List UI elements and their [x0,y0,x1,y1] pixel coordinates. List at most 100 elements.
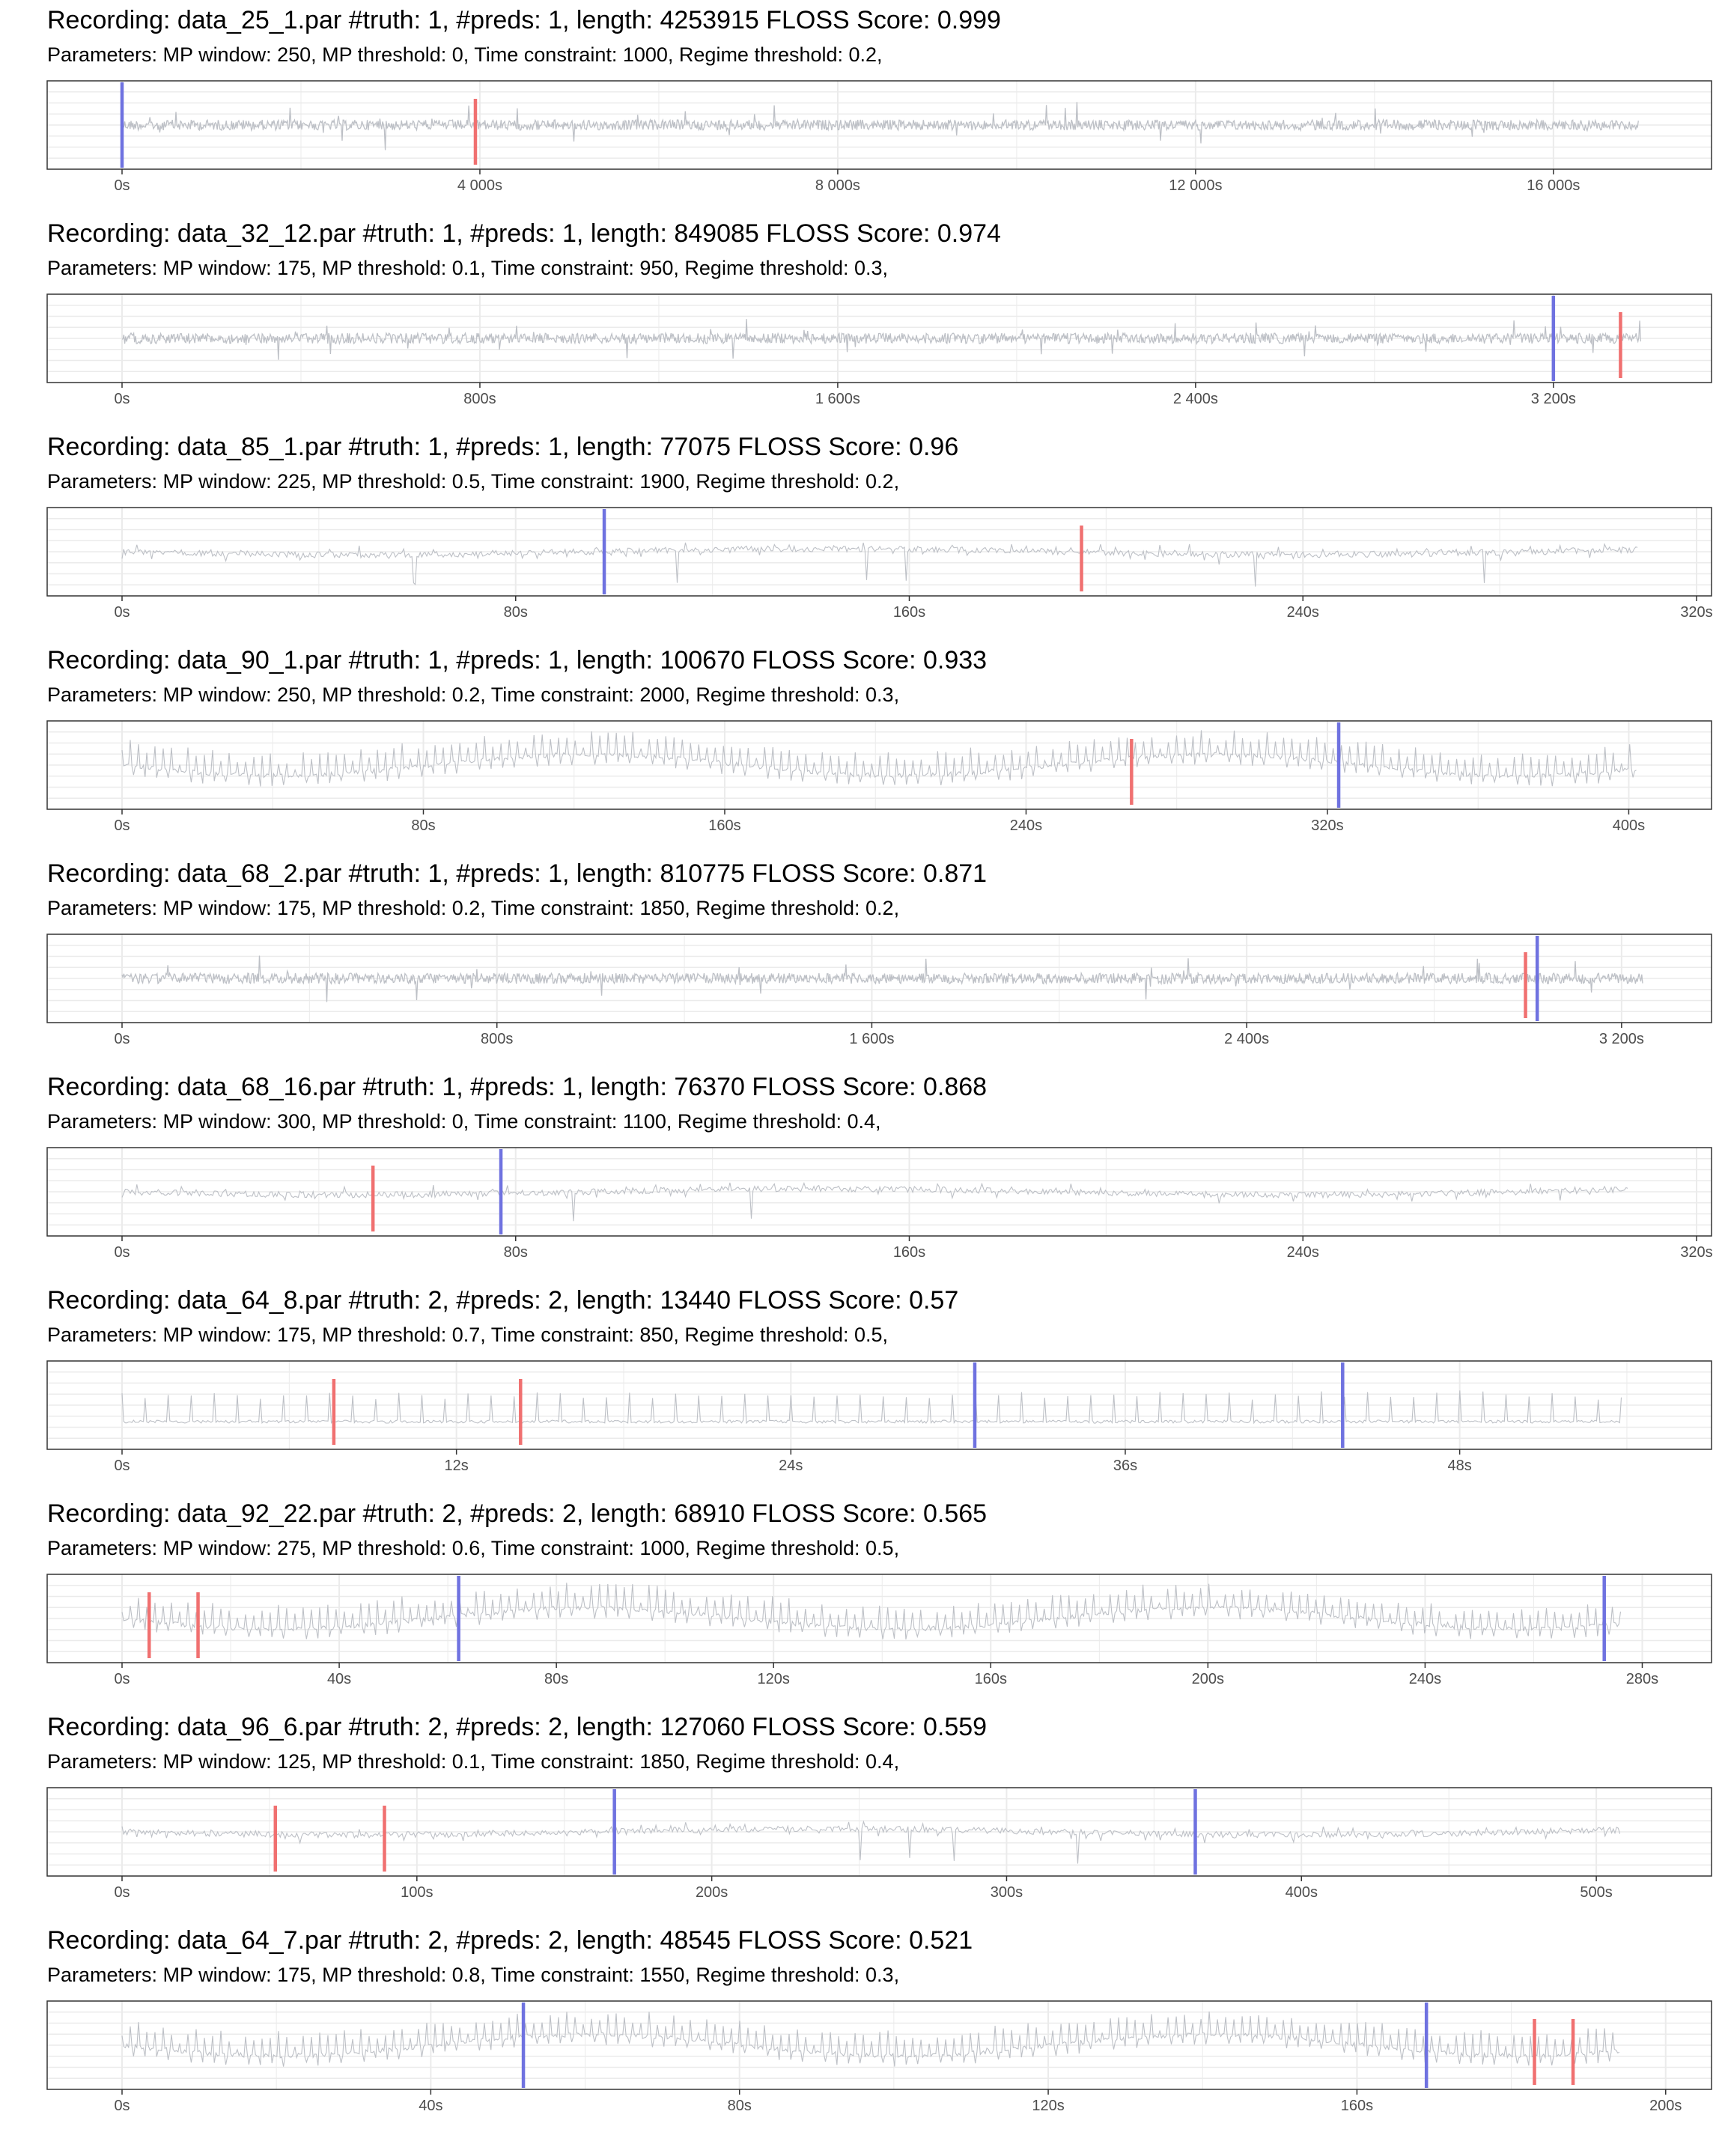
x-tick-label: 160s [893,1244,925,1261]
chart-subtitle: Parameters: MP window: 125, MP threshold… [47,1750,900,1773]
chart-panel: Recording: data_32_12.par #truth: 1, #pr… [0,213,1725,427]
chart-panel: Recording: data_64_7.par #truth: 2, #pre… [0,1920,1725,2134]
chart-title: Recording: data_32_12.par #truth: 1, #pr… [47,219,1001,248]
chart-title: Recording: data_85_1.par #truth: 1, #pre… [47,433,959,461]
x-tick-label: 120s [1032,2098,1064,2114]
chart-title: Recording: data_90_1.par #truth: 1, #pre… [47,646,988,674]
signal-trace [121,1583,1622,1640]
x-tick-label: 2 400s [1224,1031,1269,1047]
x-tick-label: 80s [411,817,435,834]
chart-subtitle: Parameters: MP window: 175, MP threshold… [47,897,900,919]
x-tick-label: 160s [975,1671,1007,1687]
x-tick-label: 80s [544,1671,568,1687]
x-tick-label: 300s [991,1884,1023,1901]
plot-border [46,1147,1712,1237]
plot-border [46,80,1712,170]
chart-title: Recording: data_96_6.par #truth: 2, #pre… [47,1713,988,1741]
timeseries-plot: 0s 40s 80s 120s 160s 200s 240s 280s [46,1574,1712,1687]
x-tick-label: 3 200s [1599,1031,1644,1047]
timeseries-plot: 0s 80s 160s 240s 320s [46,507,1713,621]
x-tick-label: 800s [481,1031,513,1047]
timeseries-plot: 0s 800s 1 600s 2 400s 3 200s [46,934,1712,1047]
timeseries-plot: 0s 12s 24s 36s 48s [46,1360,1712,1474]
x-tick-label: 1 600s [815,391,860,407]
timeseries-plot: 0s 800s 1 600s 2 400s 3 200s [46,293,1712,407]
chart-subtitle: Parameters: MP window: 175, MP threshold… [47,1964,900,1986]
x-tick-label: 24s [779,1458,803,1474]
x-tick-label: 100s [401,1884,433,1901]
x-tick-label: 160s [1341,2098,1373,2114]
chart-panel: Recording: data_90_1.par #truth: 1, #pre… [0,640,1725,853]
plot-border [46,934,1712,1023]
signal-trace [121,1390,1622,1425]
chart-title: Recording: data_92_22.par #truth: 2, #pr… [47,1499,988,1528]
chart-subtitle: Parameters: MP window: 300, MP threshold… [47,1110,881,1133]
x-tick-label: 12 000s [1169,177,1222,194]
chart-title: Recording: data_64_8.par #truth: 2, #pre… [47,1286,959,1315]
x-tick-label: 40s [327,1671,351,1687]
x-tick-label: 40s [419,2098,442,2114]
chart-title: Recording: data_64_7.par #truth: 2, #pre… [47,1926,973,1955]
timeseries-plot: 0s 80s 160s 240s 320s [46,1147,1713,1261]
x-tick-label: 0s [114,1458,130,1474]
x-tick-label: 16 000s [1527,177,1580,194]
signal-trace [121,730,1637,787]
chart-panel: Recording: data_92_22.par #truth: 2, #pr… [0,1493,1725,1707]
x-tick-label: 0s [114,817,130,834]
x-tick-label: 4 000s [457,177,502,194]
plot-border [46,507,1712,597]
x-tick-label: 500s [1580,1884,1612,1901]
signal-trace [121,319,1641,360]
plot-border [46,720,1712,810]
x-tick-label: 200s [1192,1671,1224,1687]
chart-panel: Recording: data_85_1.par #truth: 1, #pre… [0,427,1725,640]
chart-title: Recording: data_25_1.par #truth: 1, #pre… [47,6,1001,34]
chart-panel: Recording: data_25_1.par #truth: 1, #pre… [0,0,1725,213]
plot-border [46,293,1712,383]
chart-subtitle: Parameters: MP window: 250, MP threshold… [47,43,883,66]
timeseries-plot: 0s 40s 80s 120s 160s 200s [46,2000,1712,2114]
x-tick-label: 12s [445,1458,469,1474]
x-tick-label: 0s [114,391,130,407]
chart-panel: Recording: data_96_6.par #truth: 2, #pre… [0,1707,1725,1920]
x-tick-label: 120s [758,1671,790,1687]
x-tick-label: 200s [1649,2098,1682,2114]
signal-trace [121,542,1638,587]
chart-subtitle: Parameters: MP window: 225, MP threshold… [47,470,900,493]
plot-border [46,2000,1712,2090]
x-tick-label: 0s [114,1031,130,1047]
x-tick-label: 1 600s [849,1031,894,1047]
x-tick-label: 80s [728,2098,752,2114]
signal-trace [121,955,1643,1002]
x-tick-label: 160s [893,604,925,621]
x-tick-label: 200s [696,1884,728,1901]
chart-title: Recording: data_68_2.par #truth: 1, #pre… [47,859,988,888]
x-tick-label: 800s [463,391,496,407]
x-tick-label: 400s [1613,817,1645,834]
x-tick-label: 240s [1287,604,1319,621]
x-tick-label: 400s [1286,1884,1318,1901]
x-tick-label: 0s [114,1884,130,1901]
x-tick-label: 80s [504,604,528,621]
signal-trace [121,1820,1621,1864]
x-tick-label: 240s [1287,1244,1319,1261]
x-tick-label: 280s [1626,1671,1658,1687]
x-tick-label: 8 000s [815,177,860,194]
x-tick-label: 80s [504,1244,528,1261]
timeseries-plot: 0s 80s 160s 240s 320s 400s [46,720,1712,834]
plot-border [46,1574,1712,1663]
x-tick-label: 0s [114,1671,130,1687]
x-tick-label: 240s [1409,1671,1441,1687]
x-tick-label: 3 200s [1531,391,1576,407]
x-tick-label: 0s [114,177,130,194]
chart-title: Recording: data_68_16.par #truth: 1, #pr… [47,1073,988,1101]
chart-panel: Recording: data_68_2.par #truth: 1, #pre… [0,853,1725,1067]
signal-trace [121,102,1639,150]
chart-panel: Recording: data_64_8.par #truth: 2, #pre… [0,1280,1725,1493]
chart-subtitle: Parameters: MP window: 250, MP threshold… [47,683,900,706]
x-tick-label: 48s [1447,1458,1471,1474]
x-tick-label: 0s [114,604,130,621]
x-tick-label: 0s [114,1244,130,1261]
chart-panel: Recording: data_68_16.par #truth: 1, #pr… [0,1067,1725,1280]
